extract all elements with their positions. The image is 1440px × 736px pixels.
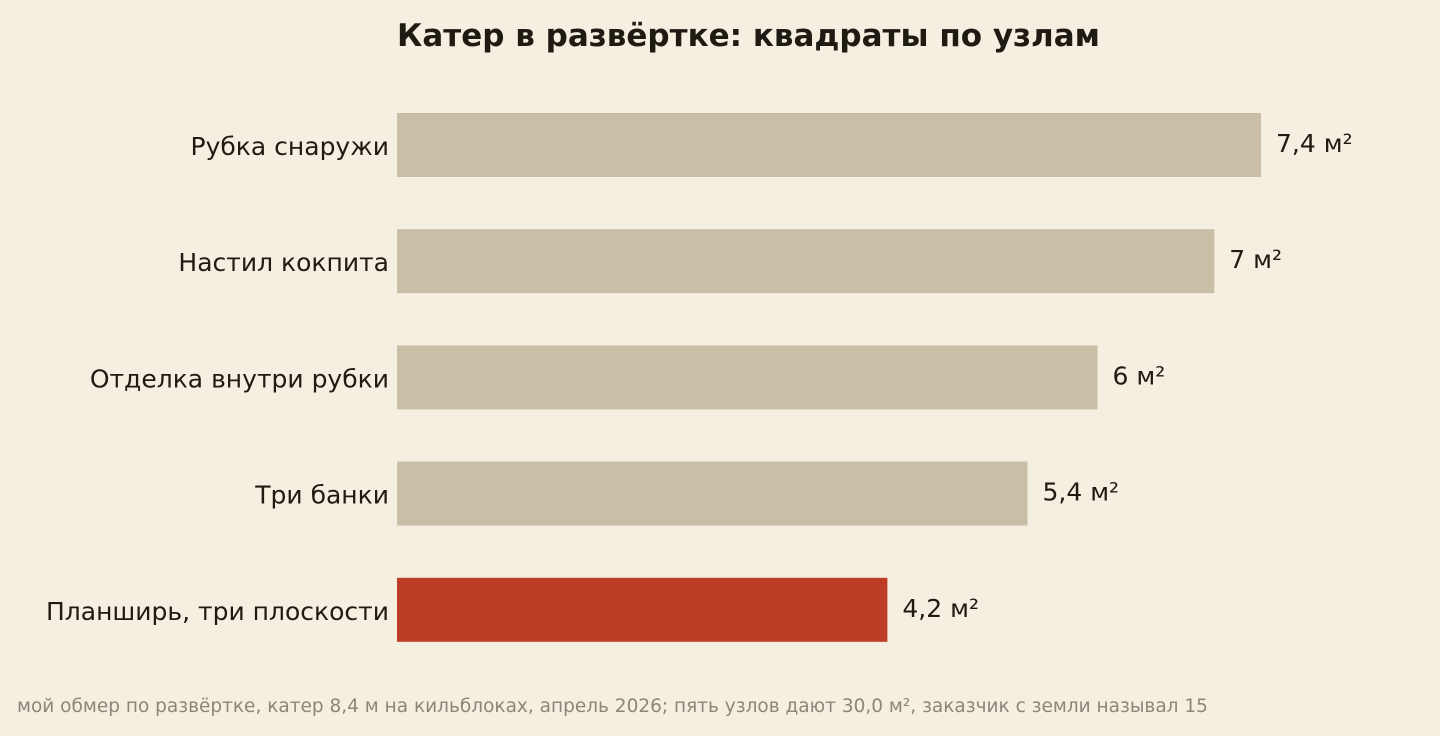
- category-label: Настил кокпита: [178, 248, 389, 277]
- category-label: Планширь, три плоскости: [46, 597, 389, 626]
- bar: [397, 229, 1215, 294]
- chart-title: Катер в развёртке: квадраты по узлам: [397, 18, 1101, 54]
- category-label: Три банки: [254, 481, 389, 510]
- value-label: 5,4 м²: [1042, 478, 1119, 507]
- value-label: 7,4 м²: [1276, 129, 1353, 158]
- value-label: 6 м²: [1113, 361, 1166, 390]
- value-label: 4,2 м²: [902, 594, 979, 623]
- bar: [397, 113, 1261, 177]
- bar: [397, 577, 888, 642]
- bar: [397, 461, 1028, 526]
- category-label: Отделка внутри рубки: [90, 364, 389, 393]
- bar: [397, 345, 1098, 410]
- category-label: Рубка снаружи: [191, 132, 390, 161]
- value-label: 7 м²: [1229, 245, 1282, 274]
- footnote: мой обмер по развёртке, катер 8,4 м на к…: [17, 696, 1208, 717]
